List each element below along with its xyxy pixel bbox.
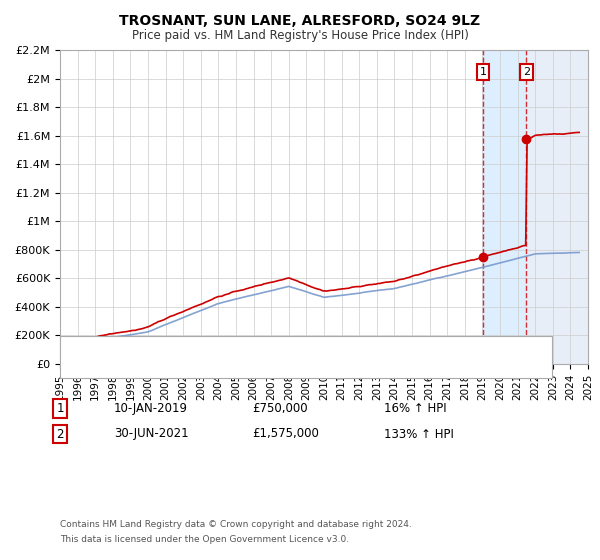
Text: Price paid vs. HM Land Registry's House Price Index (HPI): Price paid vs. HM Land Registry's House … [131,29,469,42]
Text: This data is licensed under the Open Government Licence v3.0.: This data is licensed under the Open Gov… [60,535,349,544]
Text: 133% ↑ HPI: 133% ↑ HPI [384,427,454,441]
Text: £750,000: £750,000 [252,402,308,416]
Text: £1,575,000: £1,575,000 [252,427,319,441]
Text: 2: 2 [56,427,64,441]
Text: TROSNANT, SUN LANE, ALRESFORD, SO24 9LZ (detached house): TROSNANT, SUN LANE, ALRESFORD, SO24 9LZ … [111,343,449,353]
Text: HPI: Average price, detached house, Winchester: HPI: Average price, detached house, Winc… [111,361,362,371]
Text: Contains HM Land Registry data © Crown copyright and database right 2024.: Contains HM Land Registry data © Crown c… [60,520,412,529]
Text: 1: 1 [479,67,487,77]
Text: 16% ↑ HPI: 16% ↑ HPI [384,402,446,416]
Text: 2: 2 [523,67,530,77]
Text: 30-JUN-2021: 30-JUN-2021 [114,427,188,441]
Bar [526,50,588,364]
Bar [483,50,526,364]
Text: 10-JAN-2019: 10-JAN-2019 [114,402,188,416]
Text: TROSNANT, SUN LANE, ALRESFORD, SO24 9LZ: TROSNANT, SUN LANE, ALRESFORD, SO24 9LZ [119,14,481,28]
Text: 1: 1 [56,402,64,416]
